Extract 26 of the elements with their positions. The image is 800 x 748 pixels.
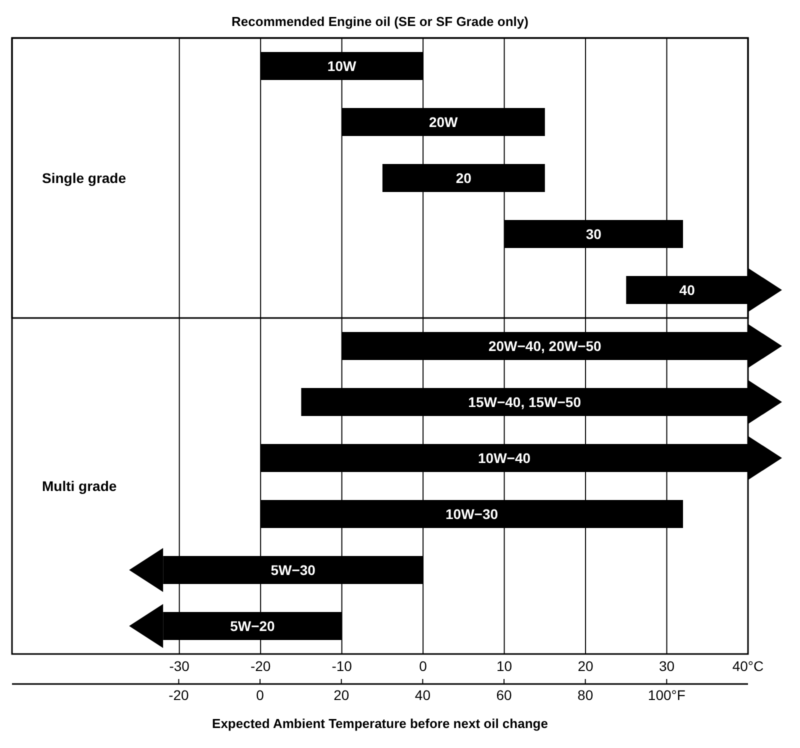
x2-tick-label: 0 <box>256 687 264 703</box>
x2-tick-label: 60 <box>496 687 512 703</box>
x2-tick-label: -20 <box>168 687 190 703</box>
x-tick-label: 10 <box>496 658 512 674</box>
y-tick-label: 15W−40, 15W−50 <box>468 394 582 410</box>
y-tick-label: 10W−30 <box>446 506 498 522</box>
x-tick-label: 40°C <box>732 658 764 674</box>
chart-title: Recommended Engine oil (SE or SF Grade only) <box>232 14 528 29</box>
annotation: Single grade <box>42 170 126 186</box>
y-tick-label: 10W−40 <box>478 450 531 466</box>
y-tick-label: 10W <box>327 58 357 74</box>
x-tick-label: -20 <box>250 658 271 674</box>
y-tick-label: 5W−20 <box>230 618 276 634</box>
x-tick-label: -10 <box>332 658 352 674</box>
y-tick-label: 5W−30 <box>270 562 316 578</box>
x2-tick-label: 80 <box>578 687 594 703</box>
y-tick-label: 20W−40, 20W−50 <box>488 338 602 354</box>
y-tick-label: 20W <box>428 114 459 130</box>
x2-tick-label: 20 <box>334 687 350 703</box>
x-tick-label: -30 <box>169 658 190 674</box>
x2-tick-label: 100°F <box>648 687 686 703</box>
x-tick-label: 30 <box>658 658 675 674</box>
x-axis-title: Expected Ambient Temperature before next oil change <box>212 716 548 731</box>
annotation: Multi grade <box>42 478 117 494</box>
x2-tick-label: 40 <box>414 687 431 703</box>
x-tick-label: 0 <box>419 658 428 674</box>
